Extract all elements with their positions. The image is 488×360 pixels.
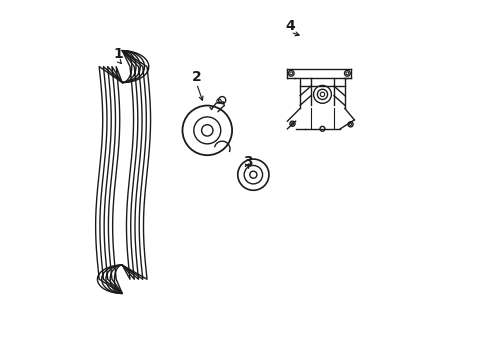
Text: 2: 2: [191, 70, 201, 84]
Text: 1: 1: [114, 47, 123, 61]
Text: 4: 4: [285, 19, 295, 33]
Text: 3: 3: [243, 155, 252, 169]
